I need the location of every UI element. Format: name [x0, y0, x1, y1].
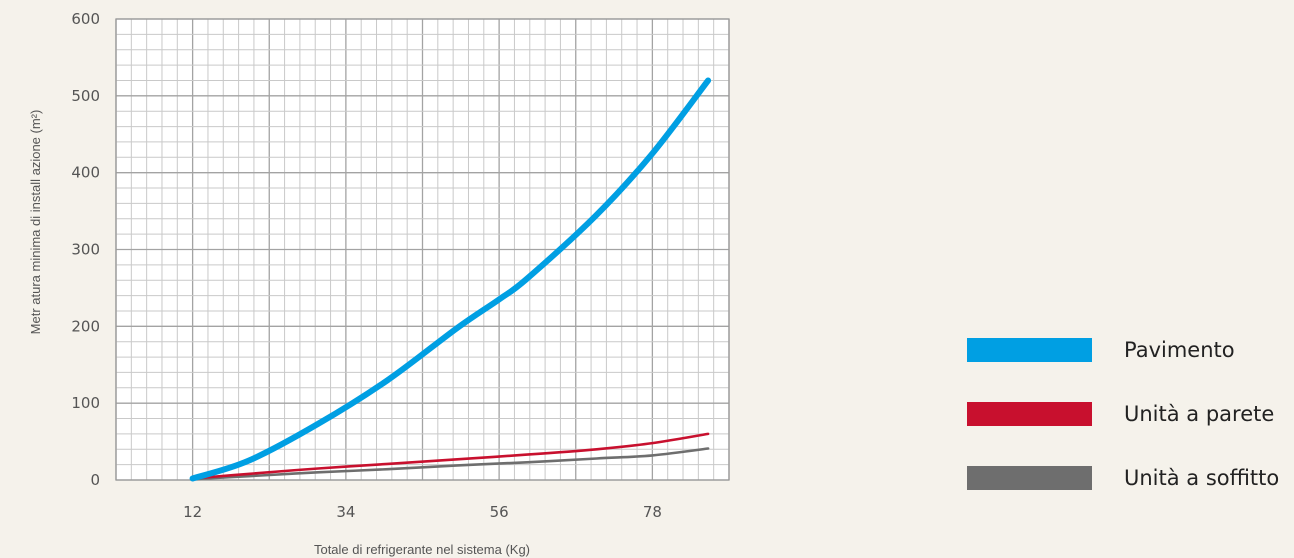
legend-label-pavimento: Pavimento [1124, 338, 1235, 362]
grid [115, 18, 730, 481]
legend-label-unita-a-parete: Unità a parete [1124, 402, 1275, 426]
legend-swatch-unita-a-parete [967, 402, 1092, 426]
y-tick-label: 200 [71, 317, 100, 335]
x-tick-label: 56 [490, 503, 509, 521]
series-line-unita-a-soffitto [191, 447, 710, 481]
y-axis-label: Metr atura minima di install azione (m²) [28, 110, 43, 335]
x-axis-label: Totale di refrigerante nel sistema (Kg) [314, 542, 530, 557]
x-tick-label: 78 [643, 503, 662, 521]
y-tick-label: 400 [71, 164, 100, 182]
x-tick-label: 34 [336, 503, 355, 521]
series-line-pavimento [189, 77, 712, 482]
y-tick-label: 600 [71, 10, 100, 28]
legend-label-unita-a-soffitto: Unità a soffitto [1124, 466, 1280, 490]
series-line-unita-a-parete [191, 432, 710, 480]
tick-labels: 0 100 200 300 400 500 600 12 34 56 78 [71, 10, 662, 521]
plot-border [115, 18, 730, 481]
legend-swatch-unita-a-soffitto [967, 466, 1092, 490]
y-tick-label: 100 [71, 394, 100, 412]
x-tick-label: 12 [183, 503, 202, 521]
y-tick-label: 0 [90, 471, 100, 489]
y-tick-label: 300 [71, 241, 100, 259]
legend-item-unita-a-parete: Unità a parete [967, 382, 1279, 446]
legend-item-pavimento: Pavimento [967, 318, 1279, 382]
legend-swatch-pavimento [967, 338, 1092, 362]
y-tick-label: 500 [71, 87, 100, 105]
legend: Pavimento Unità a parete Unità a soffitt… [967, 318, 1279, 510]
series-lines [189, 77, 712, 482]
legend-item-unita-a-soffitto: Unità a soffitto [967, 446, 1279, 510]
